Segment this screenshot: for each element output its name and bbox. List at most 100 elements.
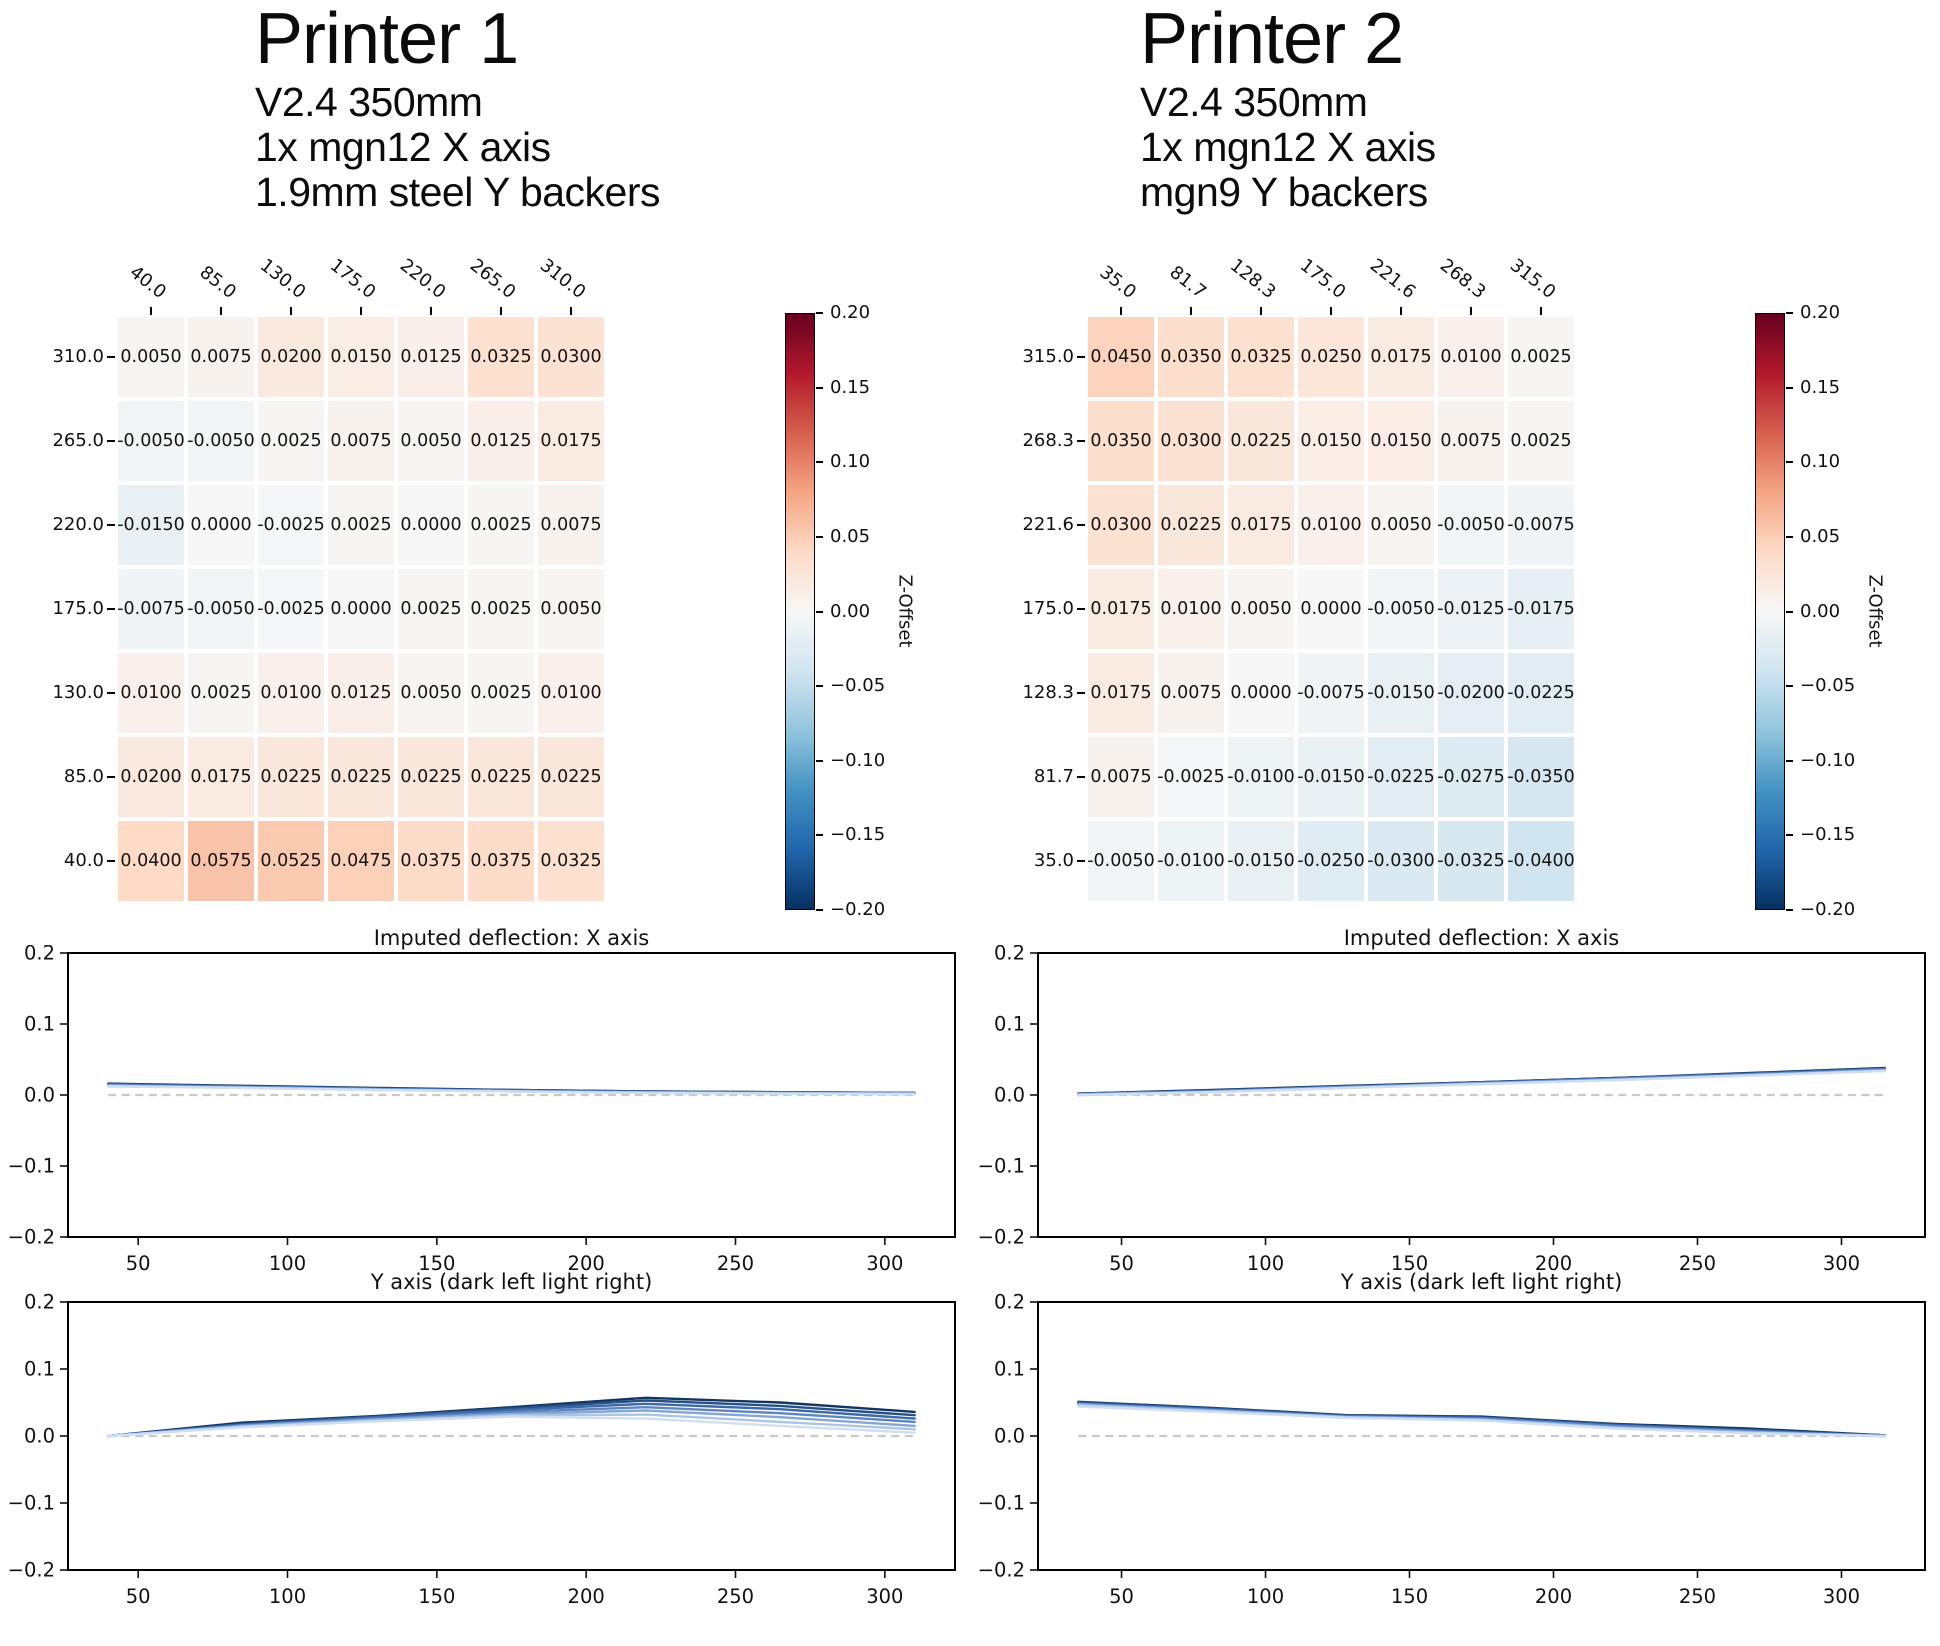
printer1-panel: Printer 1 V2.4 350mm 1x mgn12 X axis 1.9… bbox=[8, 3, 956, 1608]
heatmap-cell: 0.0175 bbox=[188, 737, 254, 817]
heatmap-cell: 0.0350 bbox=[1158, 317, 1224, 397]
colorbar-tick bbox=[816, 909, 823, 911]
heatmap-col-tick bbox=[1260, 307, 1262, 315]
heatmap-cell: -0.0400 bbox=[1507, 821, 1575, 901]
heatmap-col-label: 85.0 bbox=[195, 261, 240, 303]
colorbar-tick bbox=[816, 610, 823, 613]
panel-subtitle-line: 1x mgn12 X axis bbox=[255, 124, 551, 170]
heatmap-cell: -0.0050 bbox=[117, 401, 185, 481]
heatmap-col-tick bbox=[1400, 307, 1402, 315]
y-tick-label: 0.1 bbox=[24, 1013, 55, 1036]
heatmap: 35.0 81.7 128.3 175.0 221.6 268.3 315.0 315.0 0.… bbox=[1008, 195, 1648, 925]
x-tick-label: 150 bbox=[1391, 1252, 1428, 1275]
heatmap-cell: 0.0025 bbox=[468, 569, 534, 649]
colorbar-gradient bbox=[785, 313, 815, 910]
x-tick-label: 50 bbox=[126, 1252, 151, 1275]
heatmap-cell: 0.0450 bbox=[1088, 317, 1154, 397]
heatmap-cell: -0.0050 bbox=[1087, 821, 1155, 901]
x-tick-label: 300 bbox=[1823, 1252, 1860, 1275]
heatmap-cell: -0.0350 bbox=[1507, 737, 1575, 817]
heatmap-cell: 0.0325 bbox=[538, 821, 604, 901]
heatmap-col-tick bbox=[220, 307, 222, 315]
deflection-line bbox=[1077, 1066, 1886, 1095]
colorbar-tick-label: −0.10 bbox=[1800, 749, 1856, 771]
y-tick-label: 0.0 bbox=[994, 1425, 1025, 1448]
x-tick-label: 250 bbox=[717, 1252, 754, 1275]
heatmap-row-tick bbox=[1077, 440, 1085, 442]
heatmap-cell: -0.0150 bbox=[1227, 821, 1295, 901]
heatmap-col-label: 265.0 bbox=[466, 254, 520, 303]
colorbar-tick bbox=[1786, 312, 1793, 314]
deflection-line bbox=[107, 1085, 916, 1096]
y-tick-label: −0.1 bbox=[8, 1155, 55, 1178]
heatmap-row-tick bbox=[107, 440, 115, 442]
panel-header: Printer 2 V2.4 350mm 1x mgn12 X axis mgn… bbox=[1140, 3, 1436, 215]
heatmap-cell: 0.0375 bbox=[468, 821, 534, 901]
colorbar-tick-label: −0.10 bbox=[830, 749, 886, 771]
heatmap-cell: 0.0100 bbox=[258, 653, 324, 733]
heatmap-cell: -0.0075 bbox=[1507, 485, 1575, 565]
heatmap-cell: 0.0350 bbox=[1088, 401, 1154, 481]
colorbar-tick bbox=[816, 312, 823, 314]
colorbar-tick-label: −0.20 bbox=[830, 899, 886, 920]
heatmap-col-label: 81.7 bbox=[1165, 261, 1210, 303]
heatmap-cell: 0.0100 bbox=[1298, 485, 1364, 565]
heatmap-cell: 0.0025 bbox=[398, 569, 464, 649]
heatmap-col-label: 221.6 bbox=[1366, 254, 1420, 303]
heatmap-cell: 0.0025 bbox=[1508, 401, 1574, 481]
heatmap-cell: 0.0000 bbox=[188, 485, 254, 565]
heatmap-cell: 0.0050 bbox=[1228, 569, 1294, 649]
heatmap-cell: -0.0075 bbox=[1297, 653, 1365, 733]
colorbar-tick-label: −0.20 bbox=[1800, 899, 1856, 920]
x-tick-label: 300 bbox=[866, 1585, 903, 1608]
heatmap-cell: 0.0125 bbox=[398, 317, 464, 397]
heatmap-cell: 0.0025 bbox=[258, 401, 324, 481]
x-tick-label: 300 bbox=[1823, 1585, 1860, 1608]
heatmap-cell: 0.0400 bbox=[118, 821, 184, 901]
heatmap-cell: -0.0025 bbox=[257, 485, 325, 565]
colorbar-tick-label: 0.00 bbox=[830, 600, 871, 622]
heatmap-cell: -0.0200 bbox=[1437, 653, 1505, 733]
x-tick-label: 100 bbox=[269, 1585, 306, 1608]
y-tick-label: 0.2 bbox=[994, 1292, 1025, 1314]
heatmap-cell: 0.0125 bbox=[468, 401, 534, 481]
heatmap-cell: 0.0050 bbox=[118, 317, 184, 397]
heatmap-col-label: 175.0 bbox=[1296, 254, 1350, 303]
panel-header: Printer 1 V2.4 350mm 1x mgn12 X axis 1.9… bbox=[255, 3, 661, 215]
x-tick-label: 200 bbox=[1535, 1252, 1572, 1275]
heatmap-cell: 0.0575 bbox=[188, 821, 254, 901]
heatmap-row-label: 175.0 bbox=[1022, 598, 1074, 619]
heatmap-row-label: 85.0 bbox=[63, 766, 104, 787]
y-tick-label: −0.1 bbox=[978, 1492, 1025, 1515]
plot-box bbox=[67, 952, 956, 1238]
heatmap-col-tick bbox=[1540, 307, 1542, 315]
heatmap-row-tick bbox=[1077, 692, 1085, 694]
panel-subtitle-line: 1.9mm steel Y backers bbox=[255, 169, 661, 215]
heatmap-row-tick bbox=[107, 776, 115, 778]
y-tick-label: −0.1 bbox=[8, 1492, 55, 1515]
heatmap-cell: 0.0100 bbox=[538, 653, 604, 733]
x-tick-label: 50 bbox=[1109, 1252, 1134, 1275]
heatmap-cell: 0.0300 bbox=[1088, 485, 1154, 565]
x-tick-label: 250 bbox=[1679, 1252, 1716, 1275]
heatmap-col-tick bbox=[1120, 307, 1122, 315]
heatmap-row-tick bbox=[1077, 860, 1085, 862]
heatmap-cell: 0.0150 bbox=[1368, 401, 1434, 481]
colorbar-tick bbox=[1786, 610, 1793, 613]
heatmap-cell: -0.0225 bbox=[1367, 737, 1435, 817]
deflection-line bbox=[1077, 1069, 1886, 1097]
heatmap-cell: 0.0025 bbox=[468, 485, 534, 565]
heatmap-cell: -0.0125 bbox=[1437, 569, 1505, 649]
colorbar-tick bbox=[1786, 909, 1793, 911]
y-tick-label: 0.0 bbox=[24, 1425, 55, 1448]
heatmap-col-label: 175.0 bbox=[326, 254, 380, 303]
heatmap-row-tick bbox=[107, 860, 115, 862]
heatmap-cell: 0.0075 bbox=[188, 317, 254, 397]
y-chart-title: Y axis (dark left light right) bbox=[1340, 1270, 1623, 1294]
y-deflection-chart: 0.2 0.1 0.0 −0.1 −0.2 50 100 150 200 250 300 bbox=[8, 1292, 956, 1608]
printer2-panel: Printer 2 V2.4 350mm 1x mgn12 X axis mgn… bbox=[970, 0, 1940, 1646]
heatmap-cell: 0.0175 bbox=[538, 401, 604, 481]
y-tick-label: 0.2 bbox=[994, 945, 1025, 965]
heatmap-col-label: 220.0 bbox=[396, 254, 450, 303]
heatmap-cell: 0.0125 bbox=[328, 653, 394, 733]
